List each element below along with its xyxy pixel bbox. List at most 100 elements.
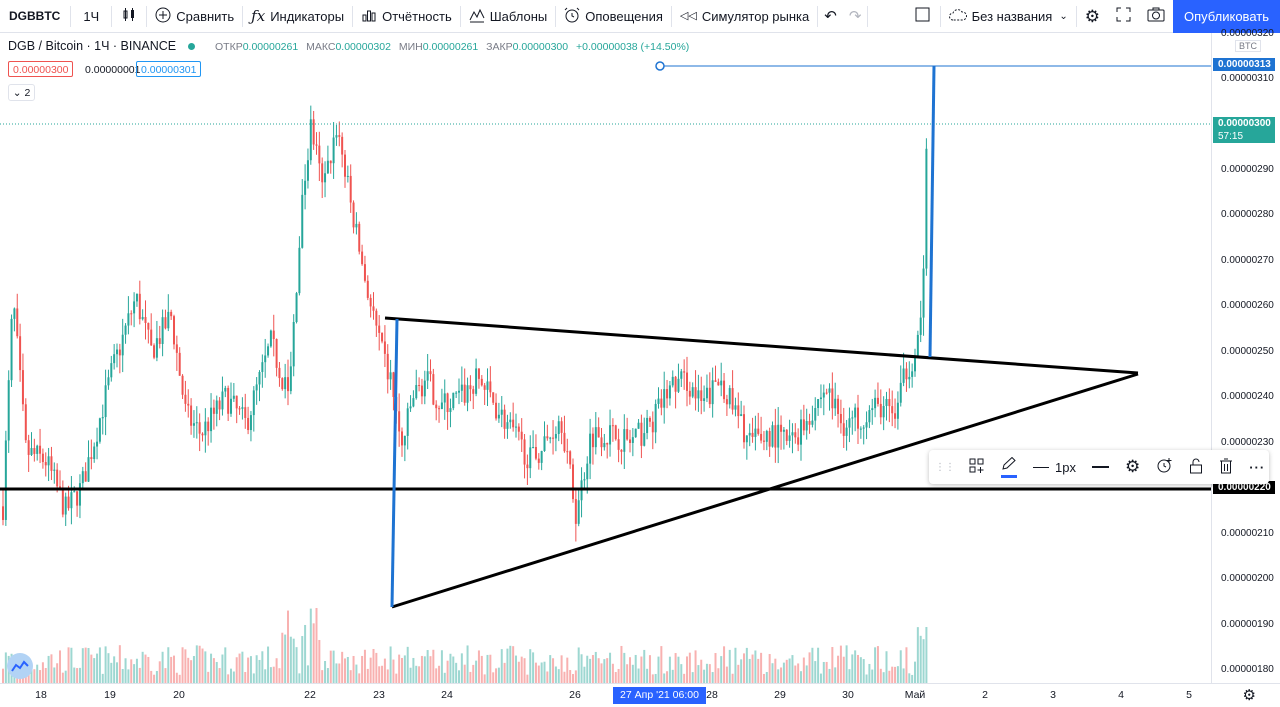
volume-bar [523, 658, 526, 683]
candle-body [164, 317, 167, 329]
candle-body [366, 280, 369, 298]
price-tick-label: 0.00000190 [1221, 618, 1274, 630]
interval-button[interactable]: 1Ч [83, 8, 100, 24]
candle-body [771, 425, 774, 447]
candle-body [515, 426, 517, 428]
redo-button[interactable]: ↷ [843, 0, 868, 33]
change-value: +0.00000038 (+14.50%) [576, 41, 690, 53]
volume-bar [329, 650, 332, 683]
templates-button[interactable]: Шаблоны [461, 0, 556, 33]
volume-bar [891, 666, 894, 683]
chart-type-button[interactable] [112, 0, 146, 33]
alerts-button[interactable]: Оповещения [556, 0, 671, 33]
volume-bar [717, 668, 720, 683]
line-color-button[interactable] [993, 450, 1025, 484]
time-tick-label: 28 [706, 689, 718, 701]
volume-bar [383, 658, 386, 683]
templates-button[interactable] [961, 450, 993, 484]
volume-bar [663, 673, 666, 683]
volume-bar [492, 672, 495, 683]
volume-bar [896, 666, 899, 683]
candle-body [321, 163, 324, 183]
buy-price-button[interactable]: 0.00000301 [136, 61, 202, 77]
volume-bar [611, 663, 614, 683]
candle-body [583, 479, 586, 481]
volume-bar [398, 654, 401, 683]
candle-body [449, 408, 452, 413]
volume-bar [187, 657, 190, 683]
ray-anchor-handle[interactable] [655, 61, 665, 71]
publish-button[interactable]: Опубликовать [1173, 0, 1280, 33]
drag-handle[interactable]: ⋮⋮ [935, 461, 955, 473]
time-tick-label: 23 [373, 689, 385, 701]
candle-body [537, 458, 540, 463]
settings-button[interactable]: ⚙ [1117, 450, 1148, 484]
volume-bar [557, 669, 560, 683]
candle-body [409, 406, 412, 409]
volume-bar [765, 671, 768, 683]
volume-bar [788, 658, 791, 683]
candle-body [284, 377, 287, 390]
delete-button[interactable] [1211, 450, 1241, 484]
volume-bar [845, 645, 848, 683]
gear-icon[interactable]: ⚙ [1242, 687, 1256, 704]
candle-body [64, 496, 67, 515]
candle-body [725, 399, 728, 405]
financials-button[interactable]: Отчётность [353, 0, 460, 33]
lock-button[interactable] [1181, 450, 1211, 484]
indicators-collapse-button[interactable]: ⌄ 2 [8, 84, 35, 101]
candle-body [70, 492, 73, 509]
price-axis[interactable]: 0.00000320 0.00000310 0.00000300 0.00000290… [1211, 28, 1280, 683]
tradingview-logo-icon[interactable] [7, 653, 33, 679]
volume-bar [104, 646, 107, 683]
candle-body [344, 154, 346, 177]
more-button[interactable]: ··· [1241, 450, 1273, 484]
candle-body [666, 389, 669, 399]
volume-bar [825, 661, 828, 683]
candle-body [423, 380, 426, 397]
compare-button[interactable]: Сравнить [147, 0, 242, 33]
replay-button[interactable]: ◁◁ Симулятор рынка [672, 0, 817, 33]
flagpole-right[interactable] [928, 65, 936, 358]
volume-bar [155, 670, 158, 683]
volume-bar [255, 655, 258, 683]
price-chart[interactable] [0, 33, 1211, 683]
volume-bar [415, 665, 418, 683]
time-axis[interactable]: 5 4 3 2 Май 30 29 28 26 24 23 22 20 19 18 27 Апр '21 0… [0, 683, 1280, 707]
candle-body [757, 428, 760, 434]
triangle-upper-line[interactable] [384, 316, 1139, 375]
volume-bar [811, 647, 814, 683]
candle-body [363, 264, 366, 281]
replay-label: Симулятор рынка [701, 8, 810, 24]
candle-body [84, 471, 87, 482]
candle-body [879, 403, 882, 418]
volume-bar [81, 648, 84, 683]
indicators-button[interactable]: ƒx Индикаторы [243, 0, 352, 33]
candle-body [600, 437, 603, 448]
layout-name-dropdown[interactable]: Без названия ⌄ [941, 0, 1076, 33]
undo-button[interactable]: ↶ [818, 0, 843, 33]
volume-bar [916, 627, 919, 683]
sell-price-button[interactable]: 0.00000300 [8, 61, 74, 77]
add-alert-button[interactable] [1148, 450, 1181, 484]
candle-body [694, 387, 697, 399]
screenshot-button[interactable] [1139, 0, 1173, 33]
volume-bar [50, 654, 53, 683]
volume-bar [566, 657, 569, 683]
settings-button[interactable]: ⚙ [1077, 0, 1108, 33]
layout-toggle-button[interactable] [905, 0, 940, 33]
time-tick-label: 5 [1186, 689, 1192, 701]
symbol-search-button[interactable]: DGBBTC [9, 9, 61, 23]
candle-body [13, 308, 16, 319]
volume-bar [680, 664, 683, 683]
volume-bar [463, 664, 466, 683]
candle-body [96, 441, 99, 447]
flagpole-left[interactable] [390, 318, 399, 608]
volume-bar [472, 664, 475, 683]
volume-bar [409, 667, 412, 683]
fullscreen-button[interactable] [1108, 0, 1139, 33]
line-style-button[interactable] [1084, 450, 1117, 484]
triangle-lower-line[interactable] [391, 372, 1139, 609]
currency-label[interactable]: BTC [1235, 40, 1261, 52]
line-width-button[interactable]: 1px [1025, 450, 1084, 484]
